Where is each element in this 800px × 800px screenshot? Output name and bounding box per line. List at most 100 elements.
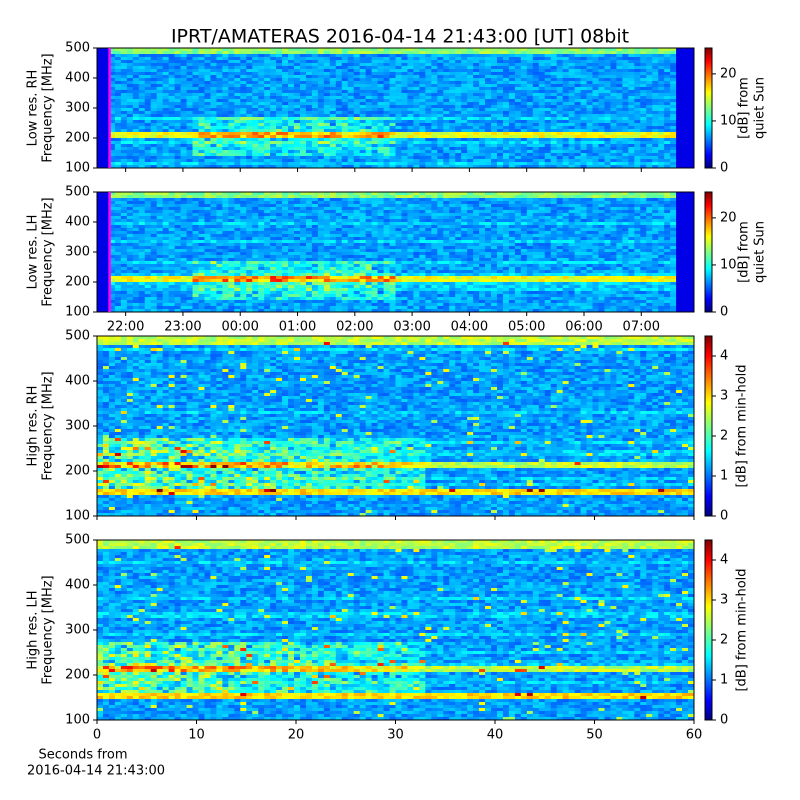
heatmap-cell [329, 93, 337, 97]
heatmap-cell [479, 153, 486, 157]
heatmap-cell [413, 87, 420, 91]
heatmap-cell [102, 156, 110, 160]
heatmap-cell [204, 147, 211, 151]
heatmap-cell [353, 66, 361, 70]
heatmap-cell [395, 132, 402, 136]
heatmap-cell [401, 51, 408, 55]
heatmap-cell [508, 105, 516, 109]
heatmap-cell [365, 54, 373, 58]
heatmap-cell [168, 204, 176, 208]
heatmap-cell [204, 204, 211, 208]
heatmap-cell [234, 51, 241, 55]
heatmap-cell [192, 204, 199, 208]
heatmap-cell [449, 60, 456, 64]
heatmap-cell [586, 216, 594, 220]
heatmap-cell [425, 132, 432, 136]
heatmap-cell [108, 153, 116, 157]
heatmap-cell [252, 84, 259, 88]
heatmap-cell [204, 63, 211, 67]
heatmap-cell [682, 195, 689, 199]
heatmap-cell [240, 210, 247, 214]
heatmap-cell [108, 90, 116, 94]
heatmap-cell [574, 96, 582, 100]
heatmap-cell [264, 216, 271, 220]
heatmap-cell [216, 72, 223, 76]
heatmap-cell [664, 54, 671, 58]
heatmap-cell [568, 99, 576, 103]
heatmap-cell [538, 93, 546, 97]
heatmap-cell [688, 102, 695, 106]
heatmap-cell [264, 138, 271, 142]
heatmap-cell [425, 123, 432, 127]
heatmap-cell [526, 99, 534, 103]
heatmap-cell [365, 87, 373, 91]
heatmap-cell [538, 108, 546, 112]
heatmap-cell [622, 57, 629, 61]
heatmap-cell [347, 210, 355, 214]
heatmap-cell [514, 69, 522, 73]
heatmap-cell [389, 96, 396, 100]
heatmap-cell [383, 117, 391, 121]
heatmap-cell [413, 192, 420, 196]
heatmap-cell [246, 141, 253, 145]
heatmap-cell [562, 159, 570, 163]
heatmap-cell [676, 150, 683, 154]
heatmap-cell [413, 162, 420, 166]
heatmap-cell [443, 72, 450, 76]
heatmap-cell [664, 51, 671, 55]
heatmap-cell [598, 54, 605, 58]
heatmap-cell [216, 57, 223, 61]
heatmap-cell [228, 192, 235, 196]
heatmap-cell [407, 99, 414, 103]
heatmap-cell [443, 93, 450, 97]
heatmap-cell [407, 153, 414, 157]
heatmap-cell [180, 84, 188, 88]
heatmap-cell [120, 207, 128, 211]
heatmap-cell [222, 123, 229, 127]
heatmap-cell [377, 93, 385, 97]
heatmap-cell [305, 63, 313, 67]
heatmap-cell [210, 60, 217, 64]
heatmap-cell [353, 138, 361, 142]
heatmap-cell [138, 78, 146, 82]
heatmap-cell [688, 201, 695, 205]
heatmap-cell [407, 216, 414, 220]
heatmap-cell [138, 156, 146, 160]
heatmap-cell [502, 150, 510, 154]
heatmap-cell [502, 159, 510, 163]
heatmap-cell [329, 138, 337, 142]
heatmap-cell [508, 48, 516, 52]
heatmap-cell [556, 54, 564, 58]
heatmap-cell [652, 117, 659, 121]
heatmap-cell [210, 147, 217, 151]
heatmap-cell [156, 141, 164, 145]
heatmap-cell [174, 123, 182, 127]
heatmap-cell [102, 48, 110, 52]
heatmap-cell [473, 60, 480, 64]
heatmap-cell [186, 102, 194, 106]
heatmap-cell [556, 165, 564, 169]
heatmap-cell [204, 93, 211, 97]
heatmap-cell [180, 165, 188, 169]
heatmap-cell [383, 216, 391, 220]
heatmap-cell [586, 201, 594, 205]
heatmap-cell [670, 156, 677, 160]
heatmap-cell [544, 132, 552, 136]
heatmap-cell [479, 78, 486, 82]
heatmap-cell [383, 99, 391, 103]
heatmap-cell [162, 96, 170, 100]
heatmap-cell [371, 60, 379, 64]
heatmap-cell [270, 78, 277, 82]
heatmap-cell [598, 150, 605, 154]
heatmap-cell [246, 99, 253, 103]
heatmap-cell [252, 90, 259, 94]
heatmap-cell [526, 141, 534, 145]
heatmap-cell [246, 192, 253, 196]
heatmap-cell [132, 51, 140, 55]
heatmap-cell [604, 156, 611, 160]
heatmap-cell [264, 141, 271, 145]
heatmap-cell [341, 153, 349, 157]
heatmap-cell [383, 72, 391, 76]
heatmap-cell [222, 69, 229, 73]
heatmap-cell [150, 204, 158, 208]
